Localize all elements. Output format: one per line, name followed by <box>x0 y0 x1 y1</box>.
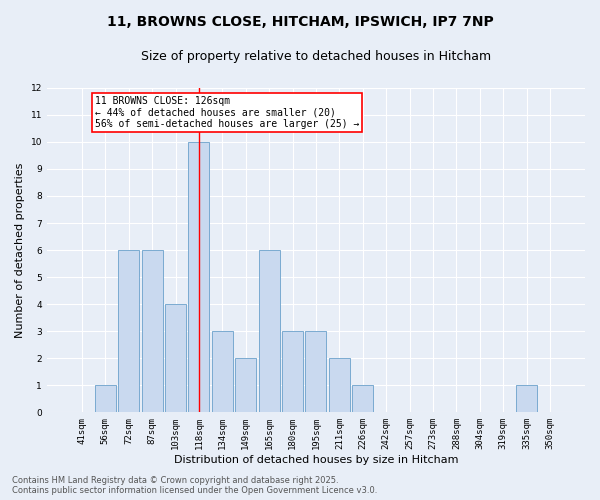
Bar <box>516 386 537 412</box>
Bar <box>118 250 139 412</box>
Bar <box>352 386 373 412</box>
X-axis label: Distribution of detached houses by size in Hitcham: Distribution of detached houses by size … <box>174 455 458 465</box>
Text: Contains HM Land Registry data © Crown copyright and database right 2025.
Contai: Contains HM Land Registry data © Crown c… <box>12 476 377 495</box>
Bar <box>259 250 280 412</box>
Text: 11 BROWNS CLOSE: 126sqm
← 44% of detached houses are smaller (20)
56% of semi-de: 11 BROWNS CLOSE: 126sqm ← 44% of detache… <box>95 96 359 129</box>
Bar <box>142 250 163 412</box>
Title: Size of property relative to detached houses in Hitcham: Size of property relative to detached ho… <box>141 50 491 63</box>
Bar <box>95 386 116 412</box>
Y-axis label: Number of detached properties: Number of detached properties <box>15 162 25 338</box>
Bar <box>188 142 209 412</box>
Bar <box>282 331 303 412</box>
Bar <box>305 331 326 412</box>
Bar <box>165 304 186 412</box>
Text: 11, BROWNS CLOSE, HITCHAM, IPSWICH, IP7 7NP: 11, BROWNS CLOSE, HITCHAM, IPSWICH, IP7 … <box>107 15 493 29</box>
Bar <box>329 358 350 412</box>
Bar <box>235 358 256 412</box>
Bar <box>212 331 233 412</box>
